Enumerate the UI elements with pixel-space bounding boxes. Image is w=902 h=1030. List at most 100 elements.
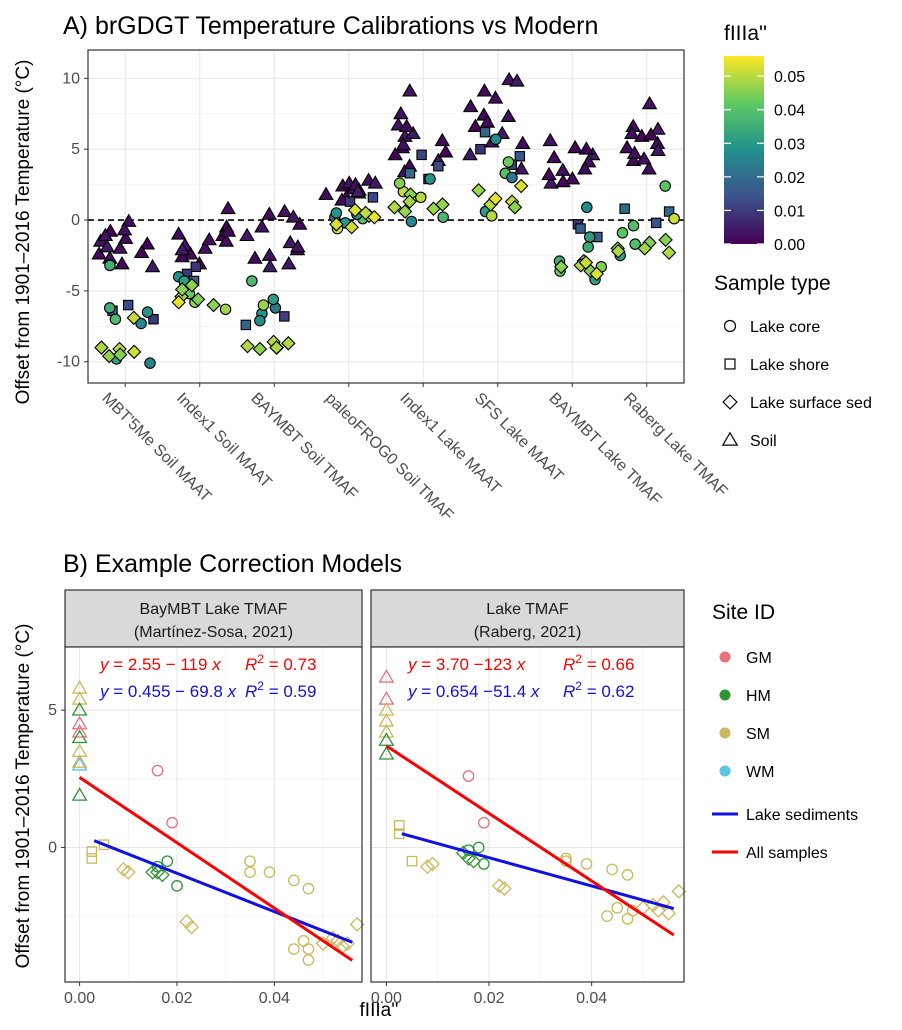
panel-a-point-soil xyxy=(509,73,525,87)
panel-a-point-soil xyxy=(120,213,137,227)
r2-val: = 0.66 xyxy=(582,655,634,674)
eq-y: y xyxy=(407,655,418,674)
panel-a-point-lake-core xyxy=(257,299,270,311)
panel-a-point-lake-core xyxy=(583,231,596,243)
panel-a-point-lake-surface xyxy=(252,341,268,357)
panel-a-point-lake-surface xyxy=(397,204,413,219)
eq-y: y xyxy=(99,655,110,674)
panel-a-point-lake-core xyxy=(405,215,418,228)
eq-rhs: = 0.654 −51.4 xyxy=(417,682,531,701)
shape-legend-title: Sample type xyxy=(714,272,831,295)
facet-point-hm xyxy=(466,853,482,869)
facet-point-sm xyxy=(302,943,315,955)
facet-point-sm xyxy=(671,883,687,899)
facet-point-sm xyxy=(120,864,136,880)
facet-point-sm xyxy=(86,846,98,857)
facet-plot-border xyxy=(64,646,363,983)
y-tick-label: 5 xyxy=(48,702,57,719)
panel-a-point-soil xyxy=(541,166,557,181)
site-legend: GM HM SM WM xyxy=(719,650,774,781)
panel-a-point-lake-surface xyxy=(112,347,128,362)
eq-y: y xyxy=(407,682,418,701)
panel-a-point-soil xyxy=(218,233,234,247)
panel-a-point-lake-core xyxy=(103,302,116,314)
facet-point-gm xyxy=(166,816,178,829)
facet-point-gm xyxy=(478,816,490,829)
panel-a-point-soil xyxy=(114,256,130,270)
panel-a-point-soil xyxy=(578,141,595,155)
panel-a-point-lake-core xyxy=(135,317,147,330)
fit-equation: y = 0.455 − 69.8 x xyxy=(99,682,237,701)
panel-a-point-soil xyxy=(487,90,504,104)
panel-a-point-lake-core xyxy=(627,219,640,232)
panel-a-point-lake-surface xyxy=(387,200,402,215)
legend-diamond-icon xyxy=(722,394,738,410)
fit-r-squared: R2 = 0.59 xyxy=(245,679,316,701)
eq-y: y xyxy=(99,682,110,701)
panel-a-point-lake-surface xyxy=(553,259,569,275)
fit-r-squared: R2 = 0.66 xyxy=(563,652,634,674)
x-tick-label: 0.04 xyxy=(259,990,290,1007)
panel-a-point-lake-surface xyxy=(344,219,359,235)
panel-a-point-soil xyxy=(641,95,658,110)
facet-point-sm xyxy=(601,910,613,922)
site-legend-swatch xyxy=(719,651,731,663)
panel-b-title: B) Example Correction Models xyxy=(63,550,402,578)
panel-a-point-lake-surface xyxy=(126,344,142,360)
panel-a-point-soil xyxy=(513,161,530,175)
facet-point-sm xyxy=(86,853,98,864)
facet-point-sm xyxy=(98,839,110,851)
facet-point-hm xyxy=(71,702,88,716)
panel-a-point-soil xyxy=(462,98,479,113)
facet-point-sm xyxy=(244,866,256,879)
facet-point-hm xyxy=(472,841,485,854)
panel-a-point-soil xyxy=(398,118,415,132)
panel-a-point-soil xyxy=(254,219,270,233)
panel-a-point-lake-core xyxy=(330,207,343,219)
panel-a-point-lake-core xyxy=(144,357,156,369)
facet-point-hm xyxy=(71,787,88,801)
colorbar-tick-label: 0.04 xyxy=(774,103,805,120)
colorbar-gradient xyxy=(724,56,764,244)
fit-r-squared: R2 = 0.62 xyxy=(563,679,634,701)
panel-a-point-lake-core xyxy=(141,306,154,318)
facet-point-sm xyxy=(496,881,512,897)
facet-point-sm xyxy=(621,912,634,925)
panel-a-point-soil xyxy=(290,239,306,253)
panel-a-point-lake-core xyxy=(490,133,502,146)
panel-a-point-soil xyxy=(434,132,451,147)
r2-r: R xyxy=(563,655,575,674)
legend-circle-icon xyxy=(723,319,737,333)
panel-a-point-soil xyxy=(112,240,128,254)
panel-a-point-lake-shore xyxy=(279,311,290,322)
panel-a-point-soil xyxy=(567,139,583,154)
panel-a-point-soil xyxy=(555,173,571,188)
panel-a-point-lake-shore xyxy=(416,149,427,161)
panel-a-point-soil xyxy=(281,256,297,270)
panel-a-point-soil xyxy=(291,216,308,230)
panel-a-point-lake-shore xyxy=(475,143,486,155)
eq-rhs: = 0.455 − 69.8 xyxy=(109,682,228,701)
facet-point-hm xyxy=(161,855,174,868)
panel-a-point-lake-shore xyxy=(240,319,252,331)
panel-a-point-lake-core xyxy=(424,173,436,185)
panel-a-point-lake-shore xyxy=(122,299,134,311)
facet-point-sm xyxy=(420,859,435,875)
panel-a-point-soil xyxy=(626,145,643,159)
panel-a-point-soil xyxy=(387,146,403,161)
eq-x: x xyxy=(211,655,221,674)
y-tick-label: 0 xyxy=(48,839,57,856)
panel-a-point-lake-surface xyxy=(184,277,200,293)
panel-a-point-lake-surface xyxy=(329,217,344,232)
y-tick-label: 0 xyxy=(71,212,80,229)
y-tick-label: 5 xyxy=(71,141,80,158)
panel-a-point-lake-core xyxy=(581,201,593,214)
r2-val: = 0.73 xyxy=(264,655,316,674)
panel-a-point-soil xyxy=(174,241,191,256)
panel-a-point-lake-surface xyxy=(507,200,523,215)
panel-a-point-lake-shore xyxy=(479,126,491,138)
shape-legend: Lake core Lake shore Lake surface sed Soil xyxy=(721,319,872,450)
facet-point-sm xyxy=(661,905,677,921)
site-legend-swatch xyxy=(719,689,731,701)
